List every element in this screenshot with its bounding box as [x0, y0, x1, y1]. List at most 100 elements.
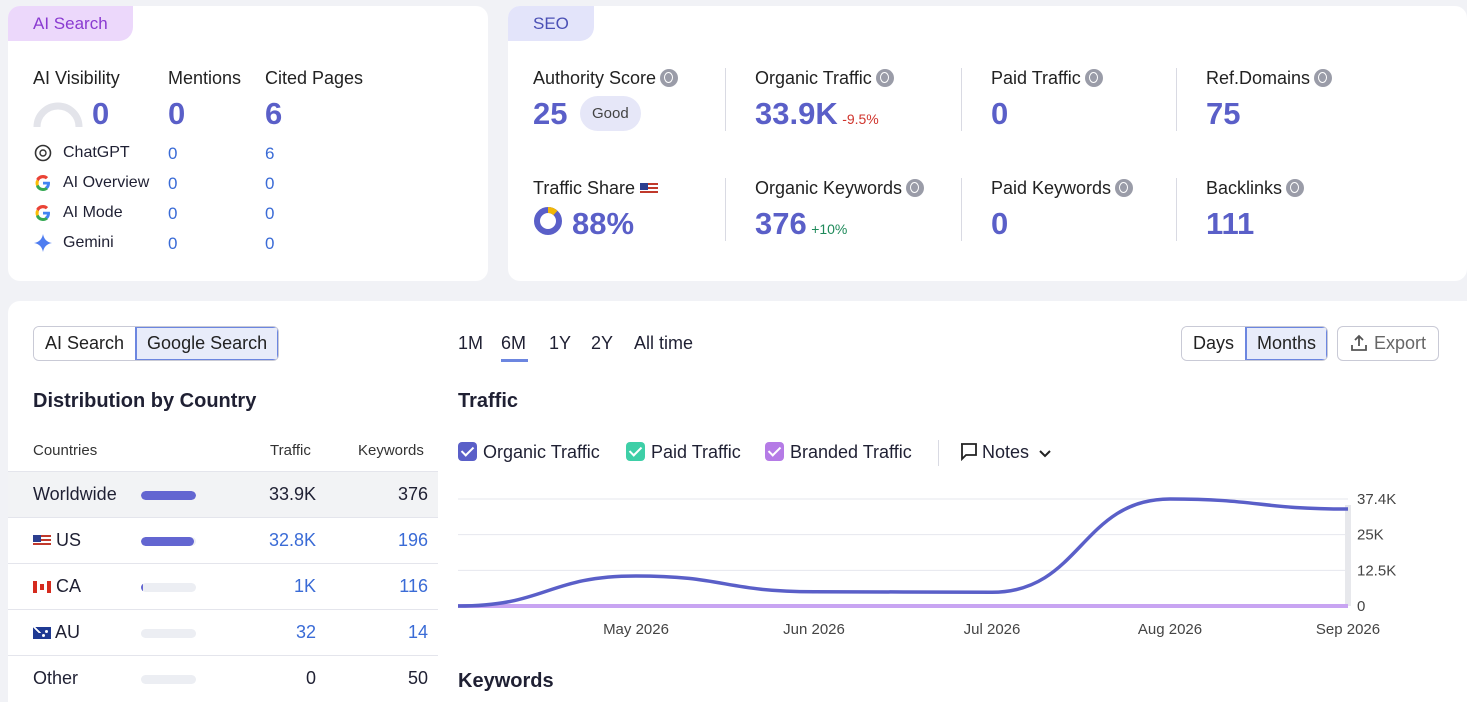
- organic-keywords-value[interactable]: 376: [755, 206, 807, 241]
- visibility-gauge-icon: [33, 102, 83, 128]
- table-row[interactable]: US 32.8K 196: [8, 517, 438, 563]
- comment-icon: [961, 443, 977, 462]
- authority-score-value[interactable]: 25: [533, 96, 568, 131]
- col-keywords[interactable]: Keywords: [358, 442, 424, 459]
- months-toggle[interactable]: Months: [1245, 327, 1328, 360]
- country-traffic: 0: [305, 668, 316, 688]
- notes-dropdown[interactable]: Notes: [959, 442, 1052, 463]
- x-tick-label: Jun 2026: [783, 621, 845, 638]
- organic-traffic-value[interactable]: 33.9K: [755, 96, 838, 131]
- ai-mode-cited[interactable]: 0: [265, 204, 275, 223]
- ai-overview-mentions[interactable]: 0: [168, 174, 178, 193]
- country-keywords[interactable]: 116: [399, 576, 428, 596]
- ai-search-tag[interactable]: AI Search: [8, 6, 133, 41]
- traffic-share-value: 88%: [572, 206, 635, 241]
- organic-keywords-row: 376 +10%: [755, 206, 847, 242]
- gemini-cited[interactable]: 0: [265, 234, 275, 253]
- paid-keywords-value[interactable]: 0: [991, 206, 1009, 241]
- col-traffic[interactable]: Traffic: [270, 442, 311, 459]
- country-keywords: 376: [397, 484, 428, 504]
- mentions-value[interactable]: 0: [168, 96, 186, 131]
- google-search-toggle[interactable]: Google Search: [135, 327, 279, 360]
- range-tab-6m[interactable]: 6M: [501, 333, 527, 353]
- globe-icon: [906, 179, 925, 197]
- table-row[interactable]: AU 32 14: [8, 609, 438, 655]
- ai-source-chatgpt: ChatGPT: [63, 144, 130, 161]
- paid-traffic-value[interactable]: 0: [991, 96, 1009, 131]
- legend-organic[interactable]: Organic Traffic: [458, 442, 600, 463]
- x-tick-label: Jul 2026: [964, 621, 1021, 638]
- y-tick-label: 12.5K: [1357, 562, 1396, 579]
- us-flag-icon: [640, 183, 659, 195]
- seo-tag[interactable]: SEO: [508, 6, 594, 41]
- table-row[interactable]: Other 0 50: [8, 655, 438, 701]
- country-name: US: [33, 530, 81, 551]
- country-name: CA: [33, 576, 81, 597]
- organic-traffic-label: Organic Traffic: [755, 68, 894, 89]
- country-keywords: 50: [407, 668, 428, 688]
- range-tab-1y[interactable]: 1Y: [549, 333, 572, 353]
- ref-domains-value[interactable]: 75: [1206, 96, 1241, 131]
- ai-mode-mentions[interactable]: 0: [168, 204, 178, 223]
- ai-search-toggle[interactable]: AI Search: [34, 327, 136, 360]
- table-row[interactable]: CA 1K 116: [8, 563, 438, 609]
- traffic-chart[interactable]: 37.4K 25K 12.5K 0 May 2026 Jun 2026 Jul 2026 Au…: [458, 481, 1458, 646]
- range-tab-2y[interactable]: 2Y: [591, 333, 614, 353]
- days-toggle[interactable]: Days: [1182, 327, 1246, 360]
- x-tick-label: Sep 2026: [1316, 621, 1380, 638]
- backlinks-value[interactable]: 111: [1206, 206, 1255, 241]
- cited-pages-label: Cited Pages: [265, 68, 364, 88]
- mentions-label: Mentions: [168, 68, 242, 88]
- keywords-title: Keywords: [458, 670, 554, 692]
- chevron-down-icon: [1039, 450, 1051, 458]
- legend-paid[interactable]: Paid Traffic: [626, 442, 741, 463]
- google-icon: [35, 175, 50, 191]
- country-name: Worldwide: [33, 484, 117, 504]
- organic-keywords-label: Organic Keywords: [755, 178, 925, 199]
- chatgpt-mentions[interactable]: 0: [168, 144, 178, 163]
- traffic-share-label: Traffic Share: [533, 178, 659, 199]
- country-keywords[interactable]: 14: [407, 622, 428, 642]
- globe-icon: [660, 69, 679, 87]
- chatgpt-cited[interactable]: 6: [265, 144, 275, 163]
- chatgpt-icon: [34, 144, 52, 162]
- granularity-toggle: Days Months: [1181, 326, 1329, 361]
- y-tick-label: 37.4K: [1357, 491, 1396, 508]
- ai-visibility-label: AI Visibility: [33, 68, 120, 88]
- range-tab-1m[interactable]: 1M: [458, 333, 484, 353]
- cited-pages-value[interactable]: 6: [265, 96, 283, 131]
- divider: [725, 68, 726, 131]
- divider: [938, 440, 939, 466]
- ai-overview-cited[interactable]: 0: [265, 174, 275, 193]
- ai-source-ai-mode: AI Mode: [63, 204, 123, 221]
- traffic-overview-card: AI Search Google Search Distribution by …: [8, 301, 1467, 702]
- seo-card: SEO Authority Score 25 Good Organic Traf…: [508, 6, 1467, 281]
- country-keywords[interactable]: 196: [397, 530, 428, 550]
- checkbox-icon: [458, 442, 477, 461]
- country-name: Other: [33, 668, 79, 688]
- au-flag-icon: [33, 627, 51, 639]
- distribution-title: Distribution by Country: [33, 390, 257, 412]
- authority-score-label: Authority Score: [533, 68, 679, 89]
- x-tick-label: May 2026: [603, 621, 669, 638]
- traffic-share-donut-icon: [534, 207, 562, 235]
- organic-traffic-row: 33.9K -9.5%: [755, 96, 879, 132]
- country-traffic[interactable]: 32: [295, 622, 316, 642]
- globe-icon: [1286, 179, 1305, 197]
- globe-icon: [1314, 69, 1333, 87]
- ai-search-card: AI Search AI Visibility Mentions Cited P…: [8, 6, 488, 281]
- authority-badge: Good: [580, 96, 641, 131]
- country-traffic[interactable]: 1K: [293, 576, 316, 596]
- table-row[interactable]: Worldwide 33.9K 376: [8, 471, 438, 517]
- range-tab-all-time[interactable]: All time: [634, 333, 694, 353]
- country-traffic: 33.9K: [268, 484, 316, 504]
- country-share-bar: [141, 583, 196, 592]
- range-tab-underline: [501, 359, 528, 362]
- x-tick-label: Aug 2026: [1138, 621, 1202, 638]
- country-traffic[interactable]: 32.8K: [268, 530, 316, 550]
- ca-flag-icon: [33, 581, 51, 593]
- gemini-mentions[interactable]: 0: [168, 234, 178, 253]
- export-button[interactable]: Export: [1337, 326, 1440, 361]
- divider: [1176, 178, 1177, 241]
- legend-branded[interactable]: Branded Traffic: [765, 442, 912, 463]
